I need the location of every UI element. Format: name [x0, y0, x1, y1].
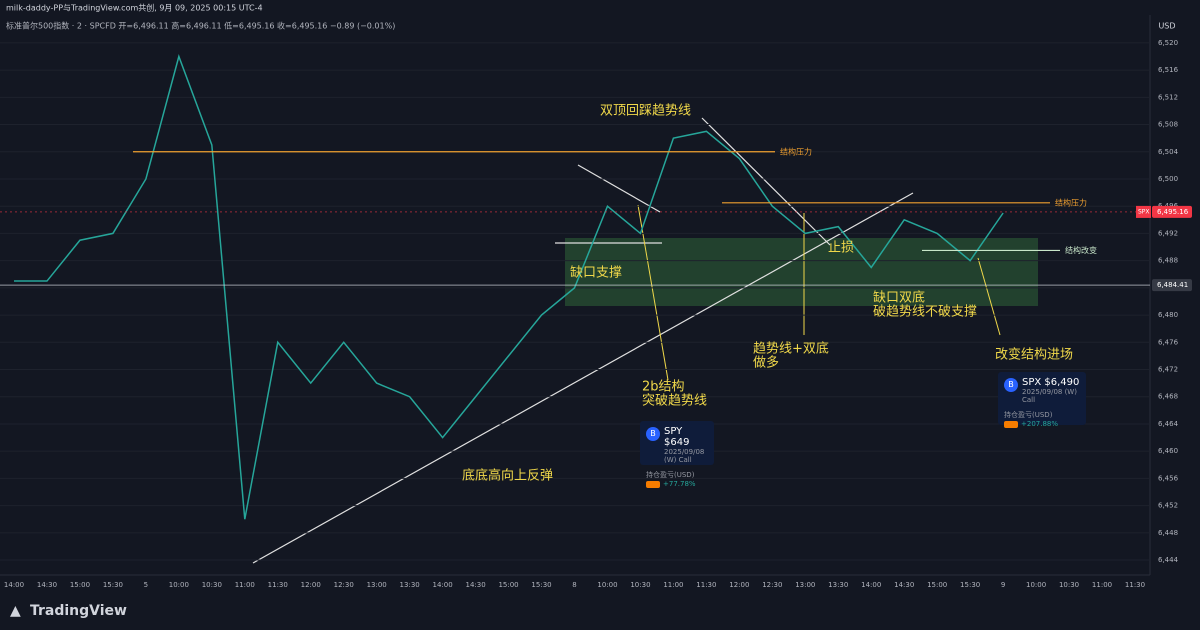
- footer-brand: TradingView: [30, 603, 127, 619]
- x-tick-label: 15:30: [531, 581, 551, 589]
- trade-card: B SPX $6,490 2025/09/08 (W) Call 持仓盈亏(US…: [998, 372, 1086, 428]
- icon: B: [1004, 378, 1018, 392]
- annotation: 做多: [753, 355, 779, 371]
- annotation: 缺口双底: [873, 290, 925, 306]
- y-tick-label: 6,516: [1158, 66, 1179, 74]
- x-tick-label: 11:30: [696, 581, 716, 589]
- x-tick-label: 8: [572, 581, 576, 589]
- level-label: 结构改变: [1065, 245, 1097, 255]
- x-tick-label: 12:00: [729, 581, 749, 589]
- y-tick-label: 6,452: [1158, 502, 1178, 510]
- x-tick-label: 10:30: [630, 581, 650, 589]
- price-tag-label: 6,495.16: [1157, 208, 1189, 216]
- annotation: 底底高向上反弹: [462, 468, 553, 484]
- y-tick-label: 6,488: [1158, 257, 1178, 265]
- annotation: 趋势线+双底: [753, 341, 829, 357]
- x-tick-label: 13:30: [828, 581, 848, 589]
- x-tick-label: 15:00: [70, 581, 90, 589]
- card-pnl-label: 持仓盈亏(USD): [1004, 411, 1053, 419]
- x-tick-label: 13:00: [795, 581, 815, 589]
- card-expiry: 2025/09/08 (W) Call: [1022, 388, 1077, 404]
- x-tick-label: 12:30: [334, 581, 354, 589]
- annotation: 破趋势线不破支撑: [873, 304, 977, 320]
- y-tick-label: 6,508: [1158, 121, 1178, 129]
- symbol: 标准普尔500指数 · 2 · SPCFD 开=6,496.11 高=6,496…: [6, 21, 395, 31]
- y-tick-label: 6,460: [1158, 447, 1178, 455]
- x-tick-label: 15:30: [103, 581, 123, 589]
- x-tick-label: 15:30: [960, 581, 980, 589]
- x-tick-label: 11:00: [1092, 581, 1112, 589]
- price-tag: [1152, 279, 1192, 292]
- gap-zone: [565, 238, 1038, 306]
- trade-card: B SPY $649 2025/09/08 (W) Call 持仓盈亏(USD)…: [640, 421, 714, 488]
- card-pnl-label: 持仓盈亏(USD): [646, 471, 695, 479]
- arrow: [977, 257, 1001, 336]
- level-label: 结构压力: [1055, 197, 1087, 207]
- price-tag: [1152, 205, 1192, 218]
- currency: USD: [1158, 22, 1175, 31]
- y-tick-label: 6,520: [1158, 39, 1178, 47]
- y-tick-label: 6,456: [1158, 474, 1179, 482]
- logo: ▲: [10, 603, 21, 619]
- x-tick-label: 9: [1001, 581, 1005, 589]
- trend-line: [577, 164, 661, 213]
- y-tick-label: 6,472: [1158, 366, 1178, 374]
- annotation: 改变结构进场: [995, 347, 1073, 363]
- annotation: 缺口支撑: [570, 266, 622, 281]
- x-tick-label: 10:30: [202, 581, 222, 589]
- x-tick-label: 12:00: [301, 581, 321, 589]
- y-tick-label: 6,476: [1158, 338, 1179, 346]
- icon: B: [646, 427, 660, 441]
- x-tick-label: 10:30: [1059, 581, 1079, 589]
- x-tick-label: 14:00: [4, 581, 24, 589]
- y-tick-label: 6,448: [1158, 529, 1178, 537]
- x-tick-label: 14:30: [894, 581, 914, 589]
- y-tick-label: 6,500: [1158, 175, 1178, 183]
- y-tick-label: 6,464: [1158, 420, 1179, 428]
- x-tick-label: 12:30: [762, 581, 782, 589]
- x-tick-label: 15:00: [927, 581, 947, 589]
- tag-name-bg: [1136, 205, 1151, 218]
- card-pnl: +207.88%: [1021, 420, 1059, 428]
- annotation: 突破趋势线: [642, 393, 707, 409]
- author-line: milk-daddy-PP与TradingView.com共创, 9月 09, …: [6, 3, 263, 13]
- level-label: 结构压力: [780, 146, 812, 156]
- y-tick-label: 6,480: [1158, 311, 1178, 319]
- arrow: [637, 204, 669, 381]
- price-tag-label: 6,484.41: [1157, 281, 1188, 289]
- y-tick-label: 6,468: [1158, 393, 1178, 401]
- x-tick-label: 14:30: [37, 581, 57, 589]
- x-tick-label: 10:00: [169, 581, 189, 589]
- x-tick-label: 11:00: [235, 581, 255, 589]
- card-symbol: SPY $649: [664, 426, 690, 448]
- y-tick-label: 6,512: [1158, 93, 1178, 101]
- annotation: 双顶回踩趋势线: [600, 103, 691, 119]
- x-tick-label: 10:00: [597, 581, 617, 589]
- y-tick-label: 6,492: [1158, 229, 1178, 237]
- trend-line: [701, 117, 831, 246]
- x-tick-label: 14:00: [433, 581, 453, 589]
- x-tick-label: 11:00: [663, 581, 683, 589]
- card-expiry: 2025/09/08 (W) Call: [664, 448, 705, 464]
- x-tick-label: 11:30: [268, 581, 288, 589]
- price-line: [14, 54, 1004, 520]
- x-tick-label: 15:00: [498, 581, 518, 589]
- card-symbol: SPX $6,490: [1022, 377, 1080, 388]
- y-tick-label: 6,504: [1158, 148, 1179, 156]
- x-tick-label: 13:30: [400, 581, 420, 589]
- x-tick-label: 14:30: [465, 581, 485, 589]
- card-pnl: +77.78%: [663, 480, 696, 488]
- x-tick-label: 11:30: [1125, 581, 1145, 589]
- y-tick-label: 6,444: [1158, 556, 1179, 564]
- x-tick-label: 10:00: [1026, 581, 1046, 589]
- x-tick-label: 13:00: [367, 581, 387, 589]
- x-tick-label: 5: [144, 581, 148, 589]
- annotation: 止损: [828, 241, 854, 256]
- annotation: 2b结构: [642, 380, 685, 395]
- tag-name: SPX: [1138, 208, 1150, 215]
- trend-line: [252, 192, 914, 564]
- x-tick-label: 14:00: [861, 581, 881, 589]
